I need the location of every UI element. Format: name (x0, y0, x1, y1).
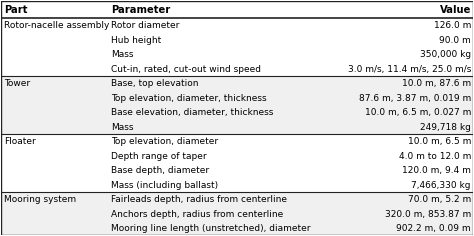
Text: 4.0 m to 12.0 m: 4.0 m to 12.0 m (399, 152, 471, 161)
Bar (0, 177, 474, 192)
Text: Top elevation, diameter, thickness: Top elevation, diameter, thickness (111, 94, 267, 103)
Text: Rotor diameter: Rotor diameter (111, 21, 180, 30)
Text: Mooring system: Mooring system (4, 195, 76, 204)
Text: 3.0 m/s, 11.4 m/s, 25.0 m/s: 3.0 m/s, 11.4 m/s, 25.0 m/s (347, 65, 471, 74)
Text: Parameter: Parameter (111, 5, 171, 15)
Text: Base depth, diameter: Base depth, diameter (111, 166, 210, 175)
Text: 90.0 m: 90.0 m (439, 36, 471, 45)
Text: 70.0 m, 5.2 m: 70.0 m, 5.2 m (408, 195, 471, 204)
Bar (0, 119, 474, 134)
Text: Base elevation, diameter, thickness: Base elevation, diameter, thickness (111, 108, 273, 117)
Text: Hub height: Hub height (111, 36, 162, 45)
Bar (0, 47, 474, 61)
Text: 350,000 kg: 350,000 kg (420, 50, 471, 59)
Text: Floater: Floater (4, 137, 36, 146)
Text: Anchors depth, radius from centerline: Anchors depth, radius from centerline (111, 210, 283, 219)
Text: 87.6 m, 3.87 m, 0.019 m: 87.6 m, 3.87 m, 0.019 m (359, 94, 471, 103)
Text: Cut-in, rated, cut-out wind speed: Cut-in, rated, cut-out wind speed (111, 65, 261, 74)
Text: Mooring line length (unstretched), diameter: Mooring line length (unstretched), diame… (111, 224, 311, 233)
Bar (0, 90, 474, 105)
Text: Base, top elevation: Base, top elevation (111, 79, 199, 88)
Bar (0, 134, 474, 148)
Bar (0, 105, 474, 119)
Text: 10.0 m, 87.6 m: 10.0 m, 87.6 m (402, 79, 471, 88)
Text: 7,466,330 kg: 7,466,330 kg (411, 181, 471, 190)
Text: 320.0 m, 853.87 m: 320.0 m, 853.87 m (385, 210, 471, 219)
Bar (0, 148, 474, 163)
Text: Fairleads depth, radius from centerline: Fairleads depth, radius from centerline (111, 195, 287, 204)
Text: Part: Part (4, 5, 27, 15)
Text: Rotor-nacelle assembly: Rotor-nacelle assembly (4, 21, 109, 30)
Text: Tower: Tower (4, 79, 30, 88)
Text: 249,718 kg: 249,718 kg (420, 123, 471, 132)
Text: Depth range of taper: Depth range of taper (111, 152, 207, 161)
Bar (0, 163, 474, 177)
Text: 902.2 m, 0.09 m: 902.2 m, 0.09 m (396, 224, 471, 233)
Bar (0, 192, 474, 206)
Text: Mass (including ballast): Mass (including ballast) (111, 181, 219, 190)
Bar (0, 32, 474, 47)
Text: 10.0 m, 6.5 m, 0.027 m: 10.0 m, 6.5 m, 0.027 m (365, 108, 471, 117)
Bar (0, 206, 474, 221)
Text: Mass: Mass (111, 123, 134, 132)
Bar (0, 76, 474, 90)
Bar (0, 61, 474, 76)
Text: 10.0 m, 6.5 m: 10.0 m, 6.5 m (408, 137, 471, 146)
Text: 126.0 m: 126.0 m (434, 21, 471, 30)
Bar (0, 221, 474, 235)
Text: Mass: Mass (111, 50, 134, 59)
Bar (0, 18, 474, 32)
Bar (0, 1, 474, 18)
Text: Top elevation, diameter: Top elevation, diameter (111, 137, 219, 146)
Text: Value: Value (439, 5, 471, 15)
Text: 120.0 m, 9.4 m: 120.0 m, 9.4 m (402, 166, 471, 175)
